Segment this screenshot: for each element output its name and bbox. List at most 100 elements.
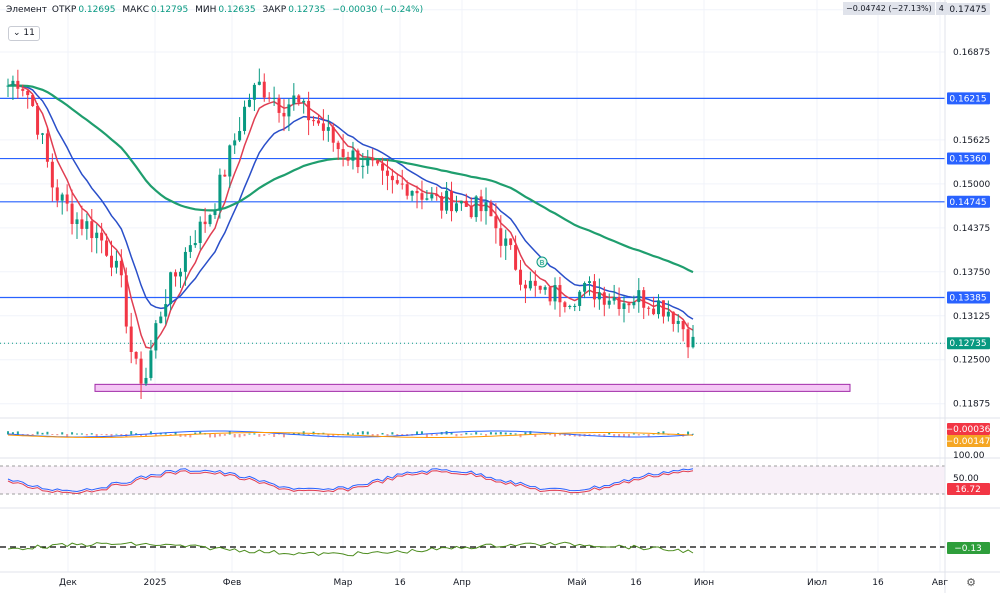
price-badge-label: 0.14745 <box>949 198 986 208</box>
candle-body <box>85 221 89 229</box>
candle-body <box>31 95 35 106</box>
marker-b-circle <box>536 256 548 268</box>
indicator-badge <box>947 483 990 495</box>
ema-fast-line <box>7 83 694 350</box>
candle-body <box>528 280 532 289</box>
candle-body <box>336 142 340 150</box>
histogram-bar <box>248 433 251 435</box>
histogram-bar <box>391 432 394 435</box>
histogram-bar <box>529 431 532 435</box>
indicator-badge-label: −0.00147 <box>946 437 991 447</box>
candle-body <box>597 292 601 300</box>
histogram-bar <box>416 431 419 435</box>
moving-averages-layer <box>7 83 694 350</box>
candle-body <box>632 302 636 306</box>
candle-body <box>287 104 291 117</box>
histogram-bar <box>85 434 88 436</box>
histogram-bar <box>642 433 645 435</box>
histogram-bar <box>637 434 640 436</box>
histogram-bar <box>573 434 576 437</box>
price-badge-label: 0.17475 <box>949 5 986 15</box>
candle-body <box>252 84 256 100</box>
price-badge <box>947 3 990 15</box>
histogram-bar <box>524 432 527 435</box>
price-badge <box>947 337 990 350</box>
indicator-badge <box>947 542 990 554</box>
histogram-bar <box>420 431 423 435</box>
histogram-bar <box>460 434 463 436</box>
histogram-bar <box>149 431 152 435</box>
histogram-bar <box>603 434 606 437</box>
candle-body <box>326 127 330 131</box>
price-badge <box>947 291 990 304</box>
candle-body <box>583 282 587 292</box>
candle-body <box>519 269 523 285</box>
candle-body <box>124 275 128 327</box>
candle-body <box>183 251 187 272</box>
candle-body <box>676 320 680 324</box>
candle-body <box>36 105 40 135</box>
time-tick-label: Апр <box>453 578 471 588</box>
candle-body <box>80 219 84 229</box>
candle-body <box>671 311 675 324</box>
histogram-bar <box>292 432 295 435</box>
histogram-bar <box>189 434 192 438</box>
indicator-badge-label: −0.13 <box>954 544 982 554</box>
histogram-bar <box>140 434 143 437</box>
histogram-bar <box>154 434 157 437</box>
histogram-bar <box>563 434 566 436</box>
indicator-badge <box>947 423 990 435</box>
settings-gear-icon[interactable]: ⚙ <box>966 576 976 589</box>
candle-body <box>139 358 143 384</box>
histogram-bar <box>381 432 384 435</box>
candle-body <box>90 221 94 239</box>
time-axis[interactable]: Дек 2025 Фев Мар 16 Апр Май 16 Июн Июл 16 Авг <box>0 571 1000 588</box>
candle-body <box>494 216 498 229</box>
histogram-bar <box>90 433 93 435</box>
open-value: 0.12695 <box>78 5 116 15</box>
candle-body <box>213 210 217 216</box>
histogram-bar <box>31 434 34 436</box>
time-tick-label: Июл <box>807 578 827 588</box>
histogram-bar <box>56 434 59 436</box>
histogram-bar <box>351 433 354 435</box>
candle-body <box>356 150 360 168</box>
price-badge <box>947 152 990 165</box>
histogram-bar <box>692 433 694 435</box>
candle-body <box>435 194 439 196</box>
histogram-bar <box>504 432 507 435</box>
time-tick-label: 2025 <box>144 578 167 588</box>
candle-body <box>297 95 301 103</box>
histogram-bar <box>169 434 172 436</box>
candle-body <box>55 187 59 201</box>
candle-body <box>105 240 109 256</box>
histogram-bar <box>41 432 44 435</box>
candle-body <box>164 304 168 317</box>
support-zone-layer <box>94 383 851 392</box>
histogram-bar <box>494 432 497 435</box>
candle-body <box>385 170 389 176</box>
candle-body <box>307 100 311 121</box>
candle-body <box>573 305 577 307</box>
candle-body <box>198 221 202 243</box>
candle-body <box>563 302 567 308</box>
price-axis[interactable]: 0.17475 0.16875 0.16215 0.15625 0.15360 0.150… <box>944 0 991 593</box>
low-value: 0.12635 <box>218 5 256 15</box>
price-tick-label: 0.15625 <box>953 136 990 146</box>
ohlc-legend: Элемент ОТКР 0.12695 МАКС 0.12795 МИН 0.126… <box>6 5 424 15</box>
indicator-count: 11 <box>23 28 35 38</box>
candle-body <box>533 280 537 286</box>
candle-body <box>26 90 30 96</box>
candle-body <box>647 307 651 309</box>
histogram-bar <box>361 431 364 435</box>
candle-body <box>415 190 419 194</box>
price-tick-label: 0.12500 <box>953 356 990 366</box>
candle-body <box>661 300 665 317</box>
histogram-bar <box>243 434 246 437</box>
histogram-bar <box>475 432 478 435</box>
time-tick-label: 16 <box>394 578 406 588</box>
indicators-toggle[interactable]: ⌄ 11 <box>8 26 40 41</box>
support-zone <box>94 383 851 392</box>
candle-body <box>243 106 247 131</box>
